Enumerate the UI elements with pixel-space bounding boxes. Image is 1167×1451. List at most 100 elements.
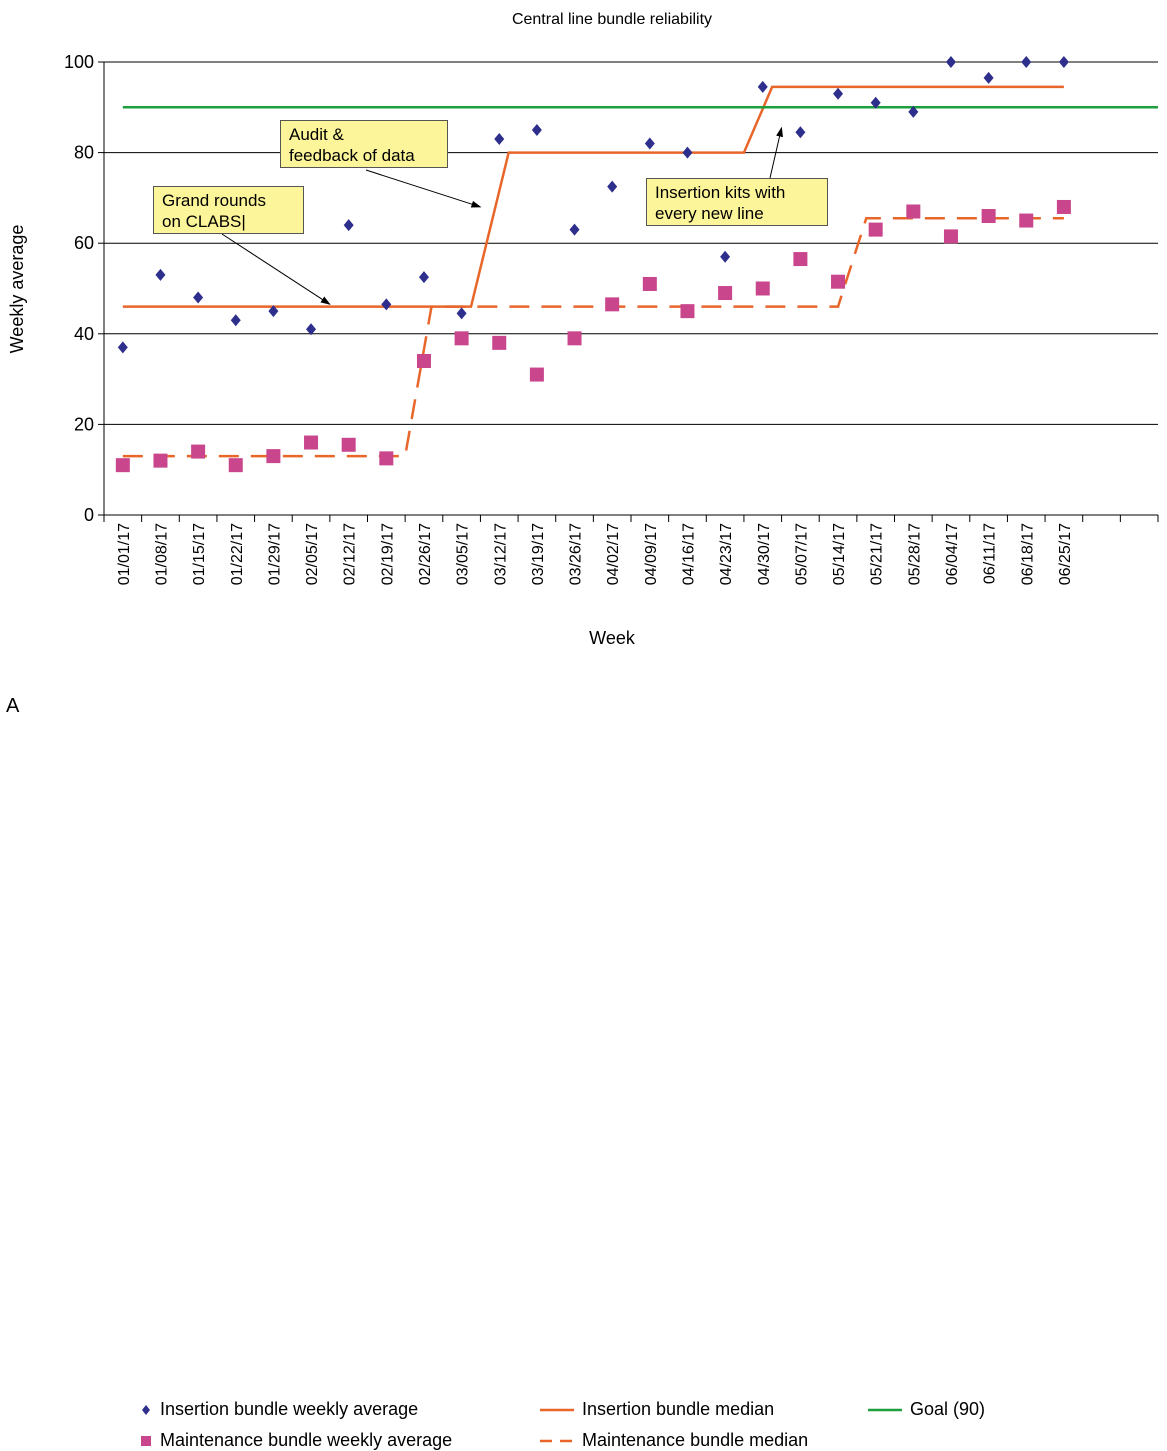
annotation-audit-feedback: Audit & feedback of data <box>280 120 448 168</box>
legend-diamond-marker <box>142 1404 150 1415</box>
x-tick-label: 01/08/17 <box>153 523 170 585</box>
x-tick-label: 04/02/17 <box>605 523 622 585</box>
maintenance-average-point <box>981 209 996 224</box>
maintenance-average-point <box>567 331 582 346</box>
insertion-average-point <box>757 80 768 93</box>
annotation-arrows <box>221 126 783 305</box>
insertion-average-point <box>193 291 204 304</box>
insertion-average-point <box>117 341 128 354</box>
x-tick-label: 02/26/17 <box>417 523 434 585</box>
insertion-average-point <box>456 307 467 320</box>
maintenance-average-point <box>266 449 281 464</box>
y-tick-label: 20 <box>74 414 94 434</box>
insertion-average-point <box>607 180 618 193</box>
legend-goal-line <box>868 1408 902 1411</box>
x-tick-label: 01/22/17 <box>229 523 246 585</box>
insertion-average-point <box>1021 56 1032 68</box>
x-tick-label: 01/01/17 <box>116 523 133 585</box>
maintenance-average-point <box>680 304 695 319</box>
x-tick-label: 06/11/17 <box>982 523 999 584</box>
annotation-insertion-kits: Insertion kits with every new line <box>646 178 828 226</box>
x-tick-label: 01/15/17 <box>191 523 208 585</box>
x-tick-label: 03/26/17 <box>568 523 585 585</box>
insertion-average-point <box>983 71 994 84</box>
axes <box>98 61 1159 522</box>
maintenance-average-point <box>868 222 883 237</box>
y-axis-label: Weekly average <box>7 225 27 354</box>
insertion-average-point <box>155 268 166 281</box>
y-tick-labels: 0 20 40 60 80 100 <box>64 52 94 525</box>
maintenance-average-point <box>529 367 544 382</box>
y-tick-label: 40 <box>74 324 94 344</box>
annotation-arrow <box>221 233 331 305</box>
y-tick-label: 0 <box>84 505 94 525</box>
legend-label: Maintenance bundle median <box>582 1430 809 1450</box>
y-tick-label: 80 <box>74 143 94 163</box>
insertion-average-point <box>644 137 655 150</box>
series-line <box>122 85 1064 308</box>
legend-dashed-line <box>540 1439 574 1442</box>
insertion-average-point <box>682 146 693 159</box>
x-tick-label: 06/25/17 <box>1057 523 1074 585</box>
maintenance-average-point <box>304 435 319 450</box>
series-line <box>122 217 1064 458</box>
x-tick-label: 04/16/17 <box>680 523 697 585</box>
annotation-grand-rounds: Grand rounds on CLABS| <box>153 186 304 234</box>
insertion-average-point <box>343 219 354 232</box>
x-tick-label: 04/30/17 <box>756 523 773 585</box>
legend-item-insertion-median: Insertion bundle median <box>540 1399 774 1420</box>
maintenance-average-point <box>1056 199 1071 214</box>
annotation-arrow <box>365 169 482 208</box>
maintenance-average-point <box>755 281 770 296</box>
insertion-average-point <box>945 56 956 68</box>
insertion-average-point <box>1058 56 1069 68</box>
maintenance-average-point <box>492 335 507 350</box>
legend-label: Maintenance bundle weekly average <box>160 1430 453 1450</box>
x-tick-labels: 01/01/17 01/08/17 01/15/17 01/22/17 01/29/17… <box>116 523 1074 585</box>
x-tick-label: 03/05/17 <box>455 523 472 585</box>
legend-label: Goal (90) <box>910 1399 986 1419</box>
legend-solid-line <box>540 1408 574 1411</box>
legend-item-goal: Goal (90) <box>868 1399 985 1420</box>
annotation-arrow <box>769 126 783 179</box>
y-tick-label: 60 <box>74 233 94 253</box>
maintenance-average-point <box>831 274 846 289</box>
maintenance-average-point <box>642 276 657 291</box>
legend-label: Insertion bundle median <box>582 1399 775 1419</box>
maintenance-average-point <box>341 437 356 452</box>
maintenance-average-point <box>416 353 431 368</box>
x-tick-label: 02/19/17 <box>379 523 396 585</box>
x-tick-label: 04/09/17 <box>643 523 660 585</box>
gridlines <box>104 61 1158 425</box>
chart-svg: Central line bundle reliability Weekly a… <box>7 11 1159 648</box>
maintenance-average-point <box>1019 213 1034 228</box>
insertion-average-point <box>418 271 429 284</box>
legend-item-maintenance-average: Maintenance bundle weekly average <box>140 1430 452 1451</box>
insertion-average-point <box>569 223 580 236</box>
insertion-average-point <box>268 305 279 318</box>
maintenance-average-point <box>718 286 733 301</box>
insertion-average-point <box>720 250 731 263</box>
x-tick-label: 03/19/17 <box>530 523 547 585</box>
x-tick-label: 02/12/17 <box>342 523 359 585</box>
panel-letter: A <box>6 695 20 717</box>
x-tick-label: 05/28/17 <box>906 523 923 585</box>
maintenance-average-point <box>605 297 620 312</box>
y-tick-label: 100 <box>64 52 94 72</box>
chart-title: Central line bundle reliability <box>512 11 712 28</box>
legend-square-marker <box>141 1435 151 1446</box>
x-tick-label: 04/23/17 <box>718 523 735 585</box>
x-tick-label: 05/14/17 <box>831 523 848 585</box>
insertion-average-point <box>230 314 241 327</box>
insertion-average-point <box>833 87 844 100</box>
series-markers <box>115 56 1071 473</box>
x-axis-label: Week <box>589 628 636 648</box>
maintenance-average-point <box>115 458 130 473</box>
x-tick-label: 03/12/17 <box>492 523 509 585</box>
insertion-average-point <box>908 105 919 118</box>
maintenance-average-point <box>906 204 921 219</box>
legend-item-maintenance-median: Maintenance bundle median <box>540 1430 808 1451</box>
maintenance-average-point <box>191 444 206 459</box>
maintenance-average-point <box>153 453 168 468</box>
insertion-average-point <box>306 323 317 336</box>
